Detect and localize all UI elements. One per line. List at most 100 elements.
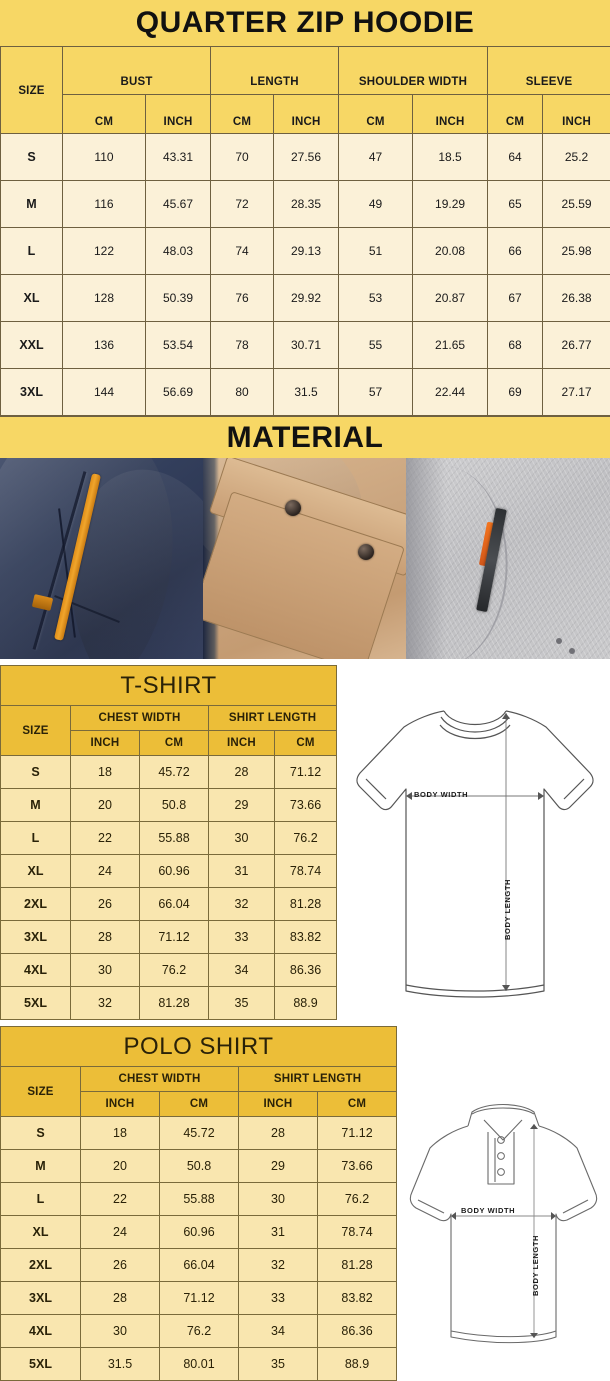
hoodie-row-size: XXL <box>1 322 63 369</box>
tshirt-row-size: 4XL <box>1 954 71 987</box>
hoodie-cell-length-inch: 28.35 <box>274 181 339 228</box>
hoodie-cell-bust-inch: 56.69 <box>146 369 211 416</box>
hoodie-unit-header-row: CM INCH CM INCH CM INCH CM INCH <box>1 95 610 134</box>
hoodie-cell-shoulder-cm: 57 <box>339 369 413 416</box>
hoodie-cell-length-cm: 78 <box>211 322 274 369</box>
tshirt-cell-length-inch: 35 <box>209 987 275 1020</box>
tshirt-cell-length-inch: 29 <box>209 789 275 822</box>
tshirt-cell-chest-inch: 20 <box>71 789 140 822</box>
fabric-speck <box>569 648 575 654</box>
hoodie-cell-bust-cm: 136 <box>63 322 146 369</box>
polo-cell-length-cm: 73.66 <box>318 1150 397 1183</box>
hoodie-cell-shoulder-cm: 53 <box>339 275 413 322</box>
polo-cell-chest-inch: 30 <box>81 1315 160 1348</box>
polo-row-size: M <box>1 1150 81 1183</box>
tshirt-body-length-label: BODY LENGTH <box>503 879 512 940</box>
hoodie-cell-bust-inch: 50.39 <box>146 275 211 322</box>
tshirt-row-size: 5XL <box>1 987 71 1020</box>
polo-cell-length-cm: 78.74 <box>318 1216 397 1249</box>
hoodie-cell-sleeve-inch: 25.98 <box>543 228 610 275</box>
polo-cell-length-cm: 81.28 <box>318 1249 397 1282</box>
polo-cell-chest-cm: 76.2 <box>160 1315 239 1348</box>
polo-cell-chest-inch: 20 <box>81 1150 160 1183</box>
polo-row-size: 3XL <box>1 1282 81 1315</box>
tshirt-cell-length-cm: 73.66 <box>275 789 337 822</box>
hoodie-header-bust: BUST <box>63 47 211 95</box>
tshirt-cell-chest-cm: 76.2 <box>140 954 209 987</box>
tshirt-title-row: T-SHIRT <box>1 666 337 706</box>
polo-row-size: L <box>1 1183 81 1216</box>
tshirt-cell-length-inch: 32 <box>209 888 275 921</box>
table-row: XXL 136 53.54 78 30.71 55 21.65 68 26.77 <box>1 322 610 369</box>
polo-unit-chest-inch: INCH <box>81 1092 160 1117</box>
hoodie-cell-shoulder-cm: 47 <box>339 134 413 181</box>
hoodie-row-size: L <box>1 228 63 275</box>
tshirt-cell-length-inch: 30 <box>209 822 275 855</box>
hoodie-cell-bust-cm: 116 <box>63 181 146 228</box>
polo-cell-chest-cm: 50.8 <box>160 1150 239 1183</box>
table-row: S 18 45.72 28 71.12 <box>1 756 337 789</box>
table-row: 2XL 26 66.04 32 81.28 <box>1 1249 397 1282</box>
hoodie-cell-shoulder-cm: 49 <box>339 181 413 228</box>
hoodie-row-size: S <box>1 134 63 181</box>
hoodie-size-table: SIZE BUST LENGTH SHOULDER WIDTH SLEEVE C… <box>0 46 610 416</box>
polo-row-size: 4XL <box>1 1315 81 1348</box>
navy-hoodie-zipper-detail-photo <box>0 458 203 659</box>
hoodie-unit-shoulder-inch: INCH <box>413 95 488 134</box>
polo-cell-length-inch: 31 <box>239 1216 318 1249</box>
polo-outline-svg <box>396 1088 610 1360</box>
hoodie-cell-shoulder-cm: 55 <box>339 322 413 369</box>
tshirt-cell-length-cm: 88.9 <box>275 987 337 1020</box>
polo-unit-chest-cm: CM <box>160 1092 239 1117</box>
polo-table-wrap: POLO SHIRT SIZE CHEST WIDTH SHIRT LENGTH… <box>0 1026 396 1381</box>
polo-cell-length-inch: 35 <box>239 1348 318 1381</box>
hoodie-cell-sleeve-inch: 26.38 <box>543 275 610 322</box>
hoodie-cell-shoulder-inch: 21.65 <box>413 322 488 369</box>
polo-cell-chest-inch: 26 <box>81 1249 160 1282</box>
polo-cell-length-inch: 33 <box>239 1282 318 1315</box>
hoodie-header-sleeve: SLEEVE <box>488 47 610 95</box>
polo-section: POLO SHIRT SIZE CHEST WIDTH SHIRT LENGTH… <box>0 1026 610 1381</box>
table-row: XL 128 50.39 76 29.92 53 20.87 67 26.38 <box>1 275 610 322</box>
polo-cell-chest-cm: 60.96 <box>160 1216 239 1249</box>
polo-cell-length-inch: 30 <box>239 1183 318 1216</box>
polo-cell-chest-inch: 31.5 <box>81 1348 160 1381</box>
tshirt-cell-chest-inch: 22 <box>71 822 140 855</box>
tshirt-measurement-diagram: BODY WIDTH BODY LENGTH <box>336 665 610 1020</box>
hoodie-cell-bust-inch: 53.54 <box>146 322 211 369</box>
table-row: XL 24 60.96 31 78.74 <box>1 855 337 888</box>
polo-cell-chest-inch: 28 <box>81 1282 160 1315</box>
polo-cell-chest-cm: 80.01 <box>160 1348 239 1381</box>
hoodie-cell-length-inch: 30.71 <box>274 322 339 369</box>
placket-buttons <box>498 1137 505 1176</box>
hoodie-cell-sleeve-cm: 64 <box>488 134 543 181</box>
hoodie-cell-length-cm: 70 <box>211 134 274 181</box>
khaki-sleeve-pocket-detail-photo <box>203 458 406 659</box>
tshirt-cell-length-cm: 78.74 <box>275 855 337 888</box>
tshirt-row-size: 2XL <box>1 888 71 921</box>
hoodie-cell-bust-cm: 122 <box>63 228 146 275</box>
tshirt-group-header-row: SIZE CHEST WIDTH SHIRT LENGTH <box>1 706 337 731</box>
polo-body-width-label: BODY WIDTH <box>461 1206 515 1215</box>
hoodie-cell-sleeve-cm: 68 <box>488 322 543 369</box>
hoodie-row-size: 3XL <box>1 369 63 416</box>
tshirt-cell-chest-cm: 50.8 <box>140 789 209 822</box>
tshirt-cell-length-inch: 33 <box>209 921 275 954</box>
table-row: 3XL 144 56.69 80 31.5 57 22.44 69 27.17 <box>1 369 610 416</box>
hoodie-row-size: M <box>1 181 63 228</box>
tshirt-unit-chest-inch: INCH <box>71 731 140 756</box>
tshirt-unit-length-inch: INCH <box>209 731 275 756</box>
body-length-dimension-line <box>530 1124 538 1338</box>
table-row: S 110 43.31 70 27.56 47 18.5 64 25.2 <box>1 134 610 181</box>
polo-cell-chest-cm: 71.12 <box>160 1282 239 1315</box>
polo-row-size: XL <box>1 1216 81 1249</box>
polo-header-chest-width: CHEST WIDTH <box>81 1067 239 1092</box>
tshirt-cell-chest-inch: 18 <box>71 756 140 789</box>
table-row: M 116 45.67 72 28.35 49 19.29 65 25.59 <box>1 181 610 228</box>
polo-row-size: S <box>1 1117 81 1150</box>
polo-unit-length-cm: CM <box>318 1092 397 1117</box>
polo-cell-length-inch: 29 <box>239 1150 318 1183</box>
polo-row-size: 2XL <box>1 1249 81 1282</box>
tshirt-cell-chest-cm: 55.88 <box>140 822 209 855</box>
hoodie-cell-length-cm: 76 <box>211 275 274 322</box>
